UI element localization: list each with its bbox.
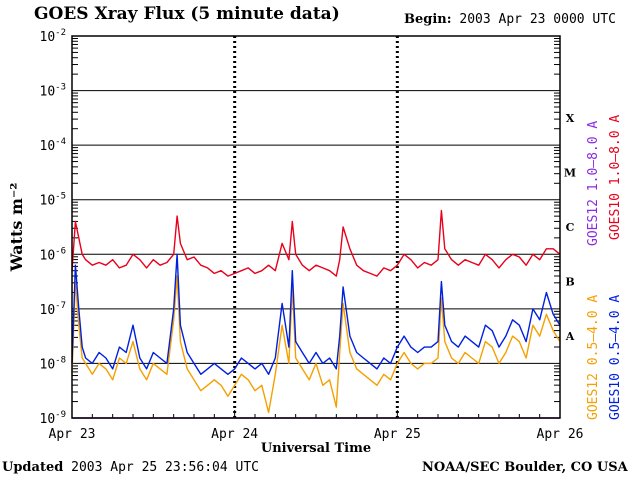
flare-class-label: A <box>565 330 575 343</box>
y-tick-base: 10 <box>40 85 56 100</box>
y-tick-exponent: -3 <box>55 83 66 93</box>
x-tick-label: Apr 23 <box>49 427 96 442</box>
y-tick-label: 10-4 <box>40 137 67 154</box>
flare-class-label: B <box>565 276 574 289</box>
legend-goes10-short-text: GOES10 0.5–4.0 A <box>608 294 623 420</box>
updated-value: 2003 Apr 25 23:56:04 UTC <box>71 460 259 475</box>
x-tick-label: Apr 26 <box>537 427 584 442</box>
legend-goes12-long-text: GOES12 1.0–8.0 A <box>586 120 601 246</box>
y-tick-base: 10 <box>40 357 56 372</box>
y-tick-label: 10-3 <box>40 83 67 100</box>
legend-goes12-long: GOES12 1.0–8.0 A <box>586 121 601 246</box>
y-tick-label: 10-5 <box>40 192 67 209</box>
series-goes10_long <box>71 209 561 277</box>
updated-timestamp: Updated 2003 Apr 25 23:56:04 UTC <box>2 460 259 475</box>
x-tick-label: Apr 25 <box>374 427 421 442</box>
flare-class-label: X <box>566 112 575 125</box>
y-tick-exponent: -7 <box>55 301 66 311</box>
legend-goes10-short: GOES10 0.5–4.0 A <box>608 295 623 420</box>
y-tick-exponent: -4 <box>55 137 66 147</box>
y-tick-base: 10 <box>40 412 56 427</box>
y-tick-label: 10-6 <box>40 246 67 263</box>
flare-class-label: M <box>564 166 576 179</box>
y-tick-base: 10 <box>40 248 56 263</box>
begin-time: Begin: 2003 Apr 23 0000 UTC <box>404 12 616 27</box>
y-axis-label: Watts m⁻² <box>7 183 26 273</box>
series-goes10_short <box>71 253 561 375</box>
flare-class-label: C <box>566 221 575 234</box>
x-tick-label: Apr 24 <box>211 427 258 442</box>
credit-line: NOAA/SEC Boulder, CO USA <box>422 460 628 475</box>
x-axis-label: Universal Time <box>261 441 371 456</box>
y-tick-label: 10-9 <box>40 410 67 427</box>
updated-label: Updated <box>2 460 64 475</box>
legend-goes12-short: GOES12 0.5–4.0 A <box>586 295 601 420</box>
y-tick-base: 10 <box>40 139 56 154</box>
y-tick-exponent: -9 <box>55 410 66 420</box>
y-tick-exponent: -6 <box>55 246 66 256</box>
legend-goes10-long: GOES10 1.0–8.0 A <box>608 115 623 240</box>
plot-frame <box>71 35 561 419</box>
y-tick-label: 10-7 <box>40 301 67 318</box>
begin-value: 2003 Apr 23 0000 UTC <box>459 12 616 27</box>
y-tick-exponent: -5 <box>55 192 66 202</box>
y-tick-exponent: -2 <box>55 28 66 38</box>
begin-label: Begin: <box>404 12 452 27</box>
y-tick-base: 10 <box>40 30 56 45</box>
series-goes12_short <box>71 275 561 414</box>
legend-goes12-short-text: GOES12 0.5–4.0 A <box>586 294 601 420</box>
y-tick-exponent: -8 <box>55 355 66 365</box>
y-tick-label: 10-8 <box>40 355 67 372</box>
y-tick-base: 10 <box>40 303 56 318</box>
y-tick-base: 10 <box>40 194 56 209</box>
chart-title: GOES Xray Flux (5 minute data) <box>34 4 340 24</box>
y-tick-label: 10-2 <box>40 28 67 45</box>
legend-goes10-long-text: GOES10 1.0–8.0 A <box>608 114 623 240</box>
